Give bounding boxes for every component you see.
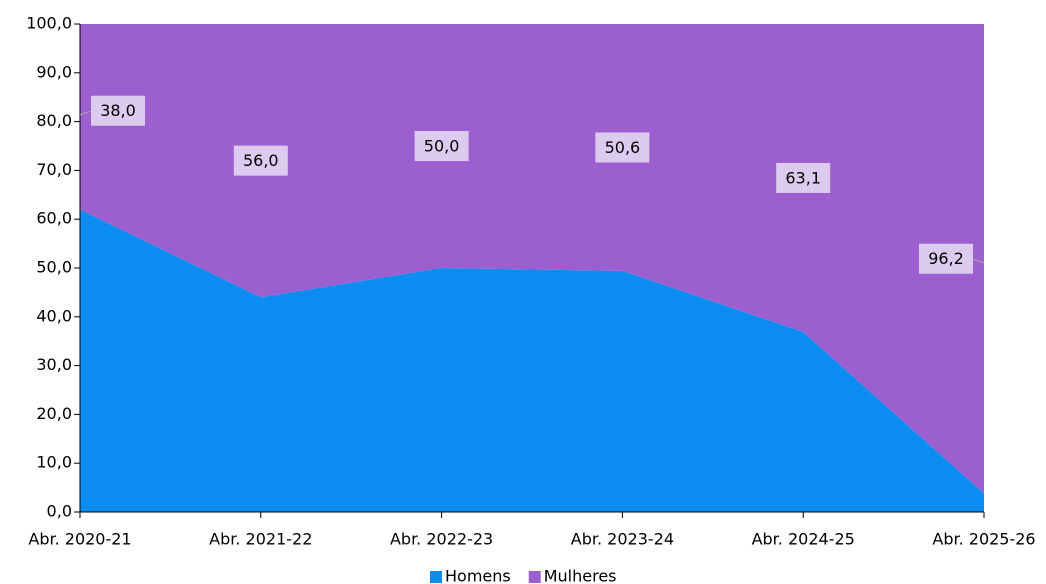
data-label: 56,0 [243, 151, 279, 170]
x-tick-label: Abr. 2020-21 [28, 530, 131, 549]
x-tick-label: Abr. 2022-23 [390, 530, 493, 549]
area [80, 24, 984, 494]
area [80, 209, 984, 512]
y-tick-label: 0,0 [47, 502, 72, 521]
data-label: 96,2 [928, 249, 964, 268]
y-tick-label: 40,0 [36, 306, 72, 325]
y-tick-label: 100,0 [26, 14, 72, 33]
data-label: 50,0 [424, 137, 460, 156]
data-label: 63,1 [785, 168, 821, 187]
y-tick-label: 10,0 [36, 453, 72, 472]
x-tick-label: Abr. 2023-24 [571, 530, 674, 549]
label-box [91, 95, 145, 126]
legend-label: Homens [445, 567, 511, 584]
y-tick-label: 90,0 [36, 62, 72, 81]
data-label: 38,0 [100, 101, 136, 120]
legend-swatch [528, 571, 541, 583]
y-tick-label: 80,0 [36, 111, 72, 130]
label-box [595, 132, 650, 163]
label-box [776, 162, 831, 193]
data-label: 50,6 [605, 138, 641, 157]
y-tick-label: 60,0 [36, 209, 72, 228]
label-box [233, 145, 288, 176]
y-tick-label: 70,0 [36, 160, 72, 179]
x-tick-label: Abr. 2025-26 [932, 530, 1035, 549]
y-tick-label: 20,0 [36, 404, 72, 423]
label-box [414, 131, 469, 161]
label-box [919, 243, 973, 274]
y-tick-label: 30,0 [36, 355, 72, 374]
x-tick-label: Abr. 2024-25 [752, 530, 855, 549]
legend-label: Mulheres [544, 567, 617, 584]
y-tick-label: 50,0 [36, 258, 72, 277]
x-tick-label: Abr. 2021-22 [209, 530, 312, 549]
legend-swatch [430, 571, 442, 583]
